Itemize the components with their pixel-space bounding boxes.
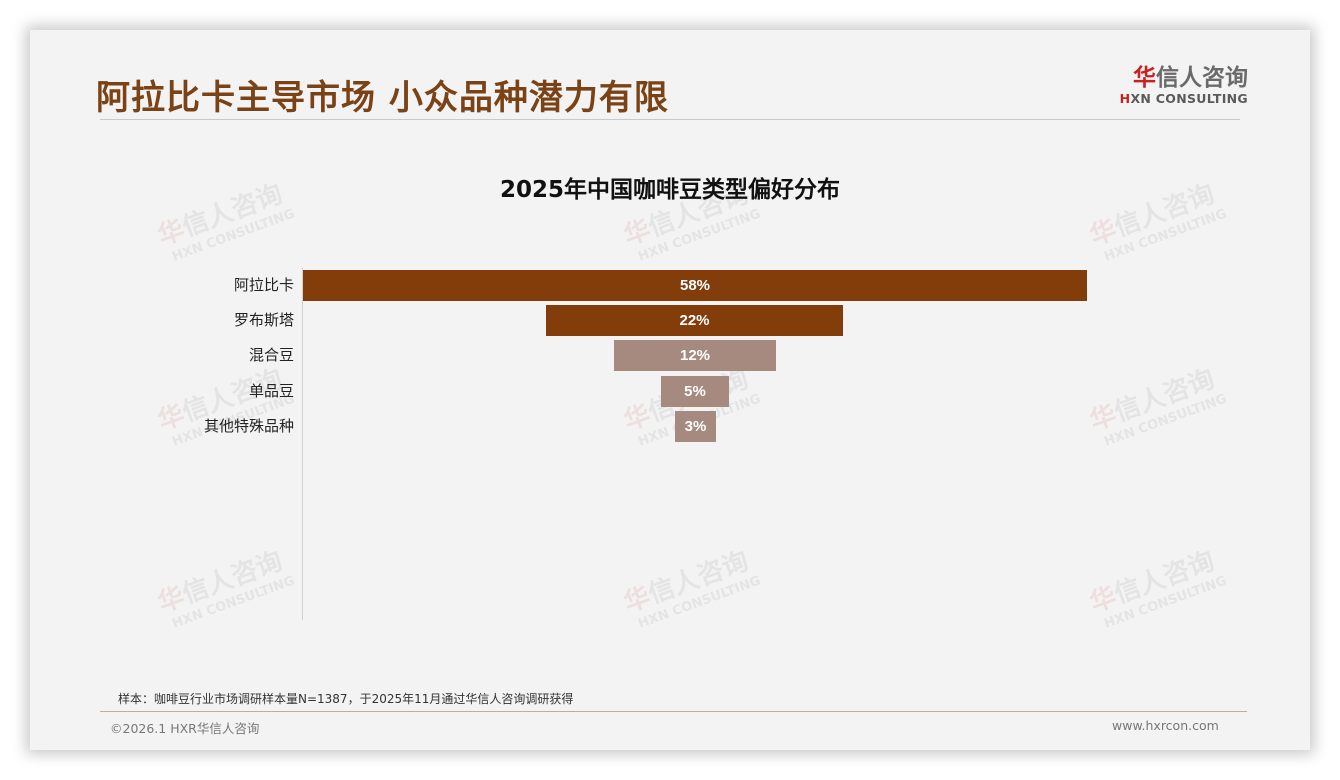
bar-value-label: 58% bbox=[679, 277, 711, 294]
logo-cn-accent: 华 bbox=[1133, 65, 1156, 91]
category-label: 其他特殊品种 bbox=[203, 417, 294, 435]
funnel-bar: 12% bbox=[614, 340, 776, 371]
website-link[interactable]: www.hxrcon.com bbox=[1112, 718, 1219, 733]
category-label: 罗布斯塔 bbox=[233, 311, 294, 329]
logo-cn: 华信人咨询 bbox=[1108, 64, 1248, 92]
sample-note: 样本：咖啡豆行业市场调研样本量N=1387，于2025年11月通过华信人咨询调研… bbox=[118, 692, 574, 706]
footer-divider bbox=[100, 711, 1247, 712]
company-logo: 华信人咨询 HXN CONSULTING bbox=[1108, 64, 1248, 106]
funnel-bar: 58% bbox=[303, 270, 1087, 301]
category-label: 阿拉比卡 bbox=[233, 276, 294, 294]
logo-en-accent: H bbox=[1119, 91, 1131, 106]
bar-value-label: 5% bbox=[684, 383, 706, 400]
bar-value-label: 3% bbox=[684, 418, 707, 435]
funnel-bar: 3% bbox=[675, 411, 716, 442]
slide: 华信人咨询 HXN CONSULTING 华信人咨询 HXN CONSULTING 华信… bbox=[30, 30, 1310, 750]
bar-value-label: 12% bbox=[679, 347, 711, 364]
copyright-text: ©2026.1 HXR华信人咨询 bbox=[110, 721, 260, 736]
logo-en: HXN CONSULTING bbox=[1108, 92, 1248, 106]
bar-value-label: 22% bbox=[679, 312, 710, 329]
category-axis-line bbox=[302, 268, 303, 620]
category-label: 单品豆 bbox=[248, 382, 294, 400]
logo-cn-text: 信人咨询 bbox=[1156, 65, 1248, 91]
chart-title: 2025年中国咖啡豆类型偏好分布 bbox=[499, 177, 840, 203]
page-title: 阿拉比卡主导市场 小众品种潜力有限 bbox=[96, 78, 669, 118]
logo-en-text: XN CONSULTING bbox=[1130, 91, 1248, 106]
title-divider bbox=[100, 119, 1240, 120]
category-label: 混合豆 bbox=[248, 346, 294, 364]
funnel-bar: 5% bbox=[661, 376, 729, 407]
funnel-bar: 22% bbox=[546, 305, 843, 336]
